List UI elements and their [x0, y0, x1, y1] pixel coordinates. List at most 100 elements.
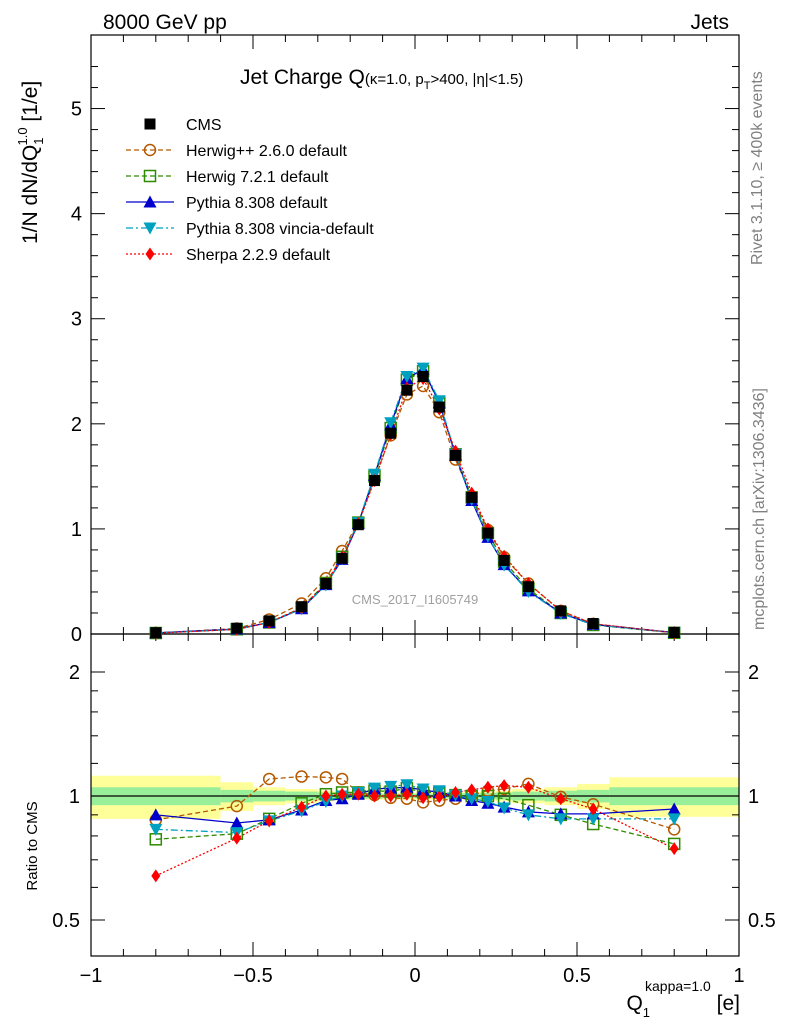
- point-ratio-sherpa-2-2-9-default: [264, 814, 274, 828]
- point-ratio-sherpa-2-2-9-default: [467, 783, 477, 797]
- legend-label-herwig-7-2-1-default: Herwig 7.2.1 default: [186, 169, 329, 186]
- legend-marker-cms: [144, 118, 156, 130]
- point-ratio-sherpa-2-2-9-default: [321, 789, 331, 803]
- y-tick-label-main: 3: [71, 309, 82, 331]
- legend-marker-herwig-2-6-0-default: [143, 143, 157, 157]
- point-ratio-sherpa-2-2-9-default: [451, 785, 460, 799]
- series-markers: [149, 362, 681, 883]
- point-ratio-pythia-8-308-vincia-default: [586, 813, 600, 826]
- x-axis-label: Q1 kappa=1.0 [e]: [626, 978, 740, 1020]
- y-tick-label-ratio-right: 1: [748, 786, 759, 808]
- point-ratio-sherpa-2-2-9-default: [402, 787, 412, 801]
- x-axis-label-unit: [e]: [711, 992, 740, 1015]
- y-axis-label-main-sup: 1.0: [15, 127, 30, 145]
- point-ratio-sherpa-2-2-9-default: [556, 792, 566, 806]
- point-ratio-pythia-8-308-vincia-default: [384, 780, 398, 793]
- analysis-watermark: CMS_2017_I1605749: [352, 592, 479, 607]
- y-tick-label-main: 4: [71, 204, 82, 226]
- x-axis-label-sub: 1: [643, 1005, 650, 1020]
- point-ratio-herwig-2-6-0-default: [335, 772, 349, 786]
- point-ratio-sherpa-2-2-9-default: [499, 779, 509, 793]
- point-main-pythia-8-308-vincia-default: [416, 362, 430, 375]
- header-right: Jets: [690, 11, 729, 34]
- point-ratio-pythia-8-308-vincia-default: [465, 793, 479, 806]
- y-axis-label-main-unit: [1/e]: [19, 81, 42, 128]
- point-ratio-pythia-8-308-vincia-default: [481, 795, 495, 808]
- y-tick-label-main: 2: [71, 414, 82, 436]
- point-ratio-herwig-2-6-0-default: [230, 799, 244, 813]
- x-axis-label-main: Q: [626, 992, 642, 1015]
- y-tick-label-ratio: 1: [69, 786, 80, 808]
- point-main-cms: [263, 615, 275, 627]
- legend-label-cms: CMS: [186, 117, 222, 134]
- series-line-ratio-herwig-2-6-0-default: [155, 775, 675, 830]
- point-main-cms: [555, 605, 567, 617]
- point-ratio-herwig-2-6-0-default: [262, 772, 276, 786]
- point-ratio-pythia-8-308-vincia-default: [554, 813, 568, 826]
- legend: CMS Herwig++ 2.6.0 default Herwig 7.2.1 de…: [126, 117, 374, 264]
- point-ratio-pythia-8-308-vincia-default: [416, 783, 430, 796]
- rivet-label: Rivet 3.1.10, ≥ 400k events: [749, 71, 766, 265]
- x-tick-label: 0: [409, 965, 420, 987]
- point-ratio-pythia-8-308-default: [667, 802, 681, 815]
- point-main-pythia-8-308-vincia-default: [384, 417, 398, 430]
- header-left: 8000 GeV pp: [103, 11, 227, 34]
- point-ratio-sherpa-2-2-9-default: [370, 789, 379, 803]
- point-ratio-sherpa-2-2-9-default: [151, 869, 161, 883]
- point-ratio-sherpa-2-2-9-default: [353, 787, 363, 801]
- point-ratio-pythia-8-308-vincia-default: [400, 779, 414, 792]
- point-main-cms: [369, 475, 380, 487]
- point-main-pythia-8-308-vincia-default: [432, 395, 446, 408]
- point-ratio-sherpa-2-2-9-default: [588, 802, 598, 816]
- x-tick-label: −0.5: [233, 965, 272, 987]
- point-ratio-pythia-8-308-default: [149, 808, 163, 821]
- point-ratio-sherpa-2-2-9-default: [434, 790, 444, 804]
- point-main-cms: [417, 371, 429, 383]
- point-ratio-pythia-8-308-vincia-default: [149, 823, 163, 836]
- point-main-cms: [296, 601, 308, 613]
- point-main-cms: [668, 626, 680, 638]
- chart-title-main: Jet Charge Q: [240, 66, 365, 89]
- y-tick-label-ratio-right: 2: [748, 662, 759, 684]
- point-main-cms: [450, 449, 461, 461]
- y-tick-label-main: 5: [71, 99, 82, 121]
- point-main-cms: [587, 617, 599, 629]
- point-main-cms: [385, 427, 397, 439]
- legend-marker-herwig-7-2-1-default: [143, 169, 157, 183]
- mcplots-label: mcplots.cern.ch [arXiv:1306.3436]: [751, 388, 768, 630]
- chart-title-sub-pre: (κ=1.0, p: [365, 71, 424, 88]
- point-main-cms: [482, 527, 494, 539]
- point-ratio-sherpa-2-2-9-default: [232, 831, 242, 845]
- point-ratio-sherpa-2-2-9-default: [483, 780, 493, 794]
- point-main-cms: [336, 552, 348, 564]
- series-line-ratio-herwig-7-2-1-default: [155, 787, 675, 845]
- point-ratio-pythia-8-308-default: [230, 816, 244, 829]
- x-tick-label: −1: [80, 965, 103, 987]
- point-main-pythia-8-308-vincia-default: [400, 371, 414, 384]
- point-ratio-sherpa-2-2-9-default: [386, 789, 396, 803]
- y-axis-label-main: 1/N dN/dQ11.0 [1/e]: [15, 81, 46, 244]
- y-axis-label-main-sub: 1: [31, 138, 46, 145]
- point-main-cms: [352, 519, 364, 531]
- point-ratio-pythia-8-308-vincia-default: [521, 809, 535, 822]
- point-ratio-herwig-2-6-0-default: [319, 771, 333, 784]
- legend-marker-pythia-8-308-default: [143, 195, 157, 208]
- x-axis-label-sup: kappa=1.0: [645, 978, 711, 994]
- y-tick-label-main: 0: [71, 624, 82, 646]
- y-tick-label-ratio: 2: [69, 662, 80, 684]
- point-ratio-pythia-8-308-vincia-default: [497, 802, 511, 815]
- y-tick-label-ratio: 0.5: [52, 910, 80, 932]
- point-ratio-sherpa-2-2-9-default: [523, 780, 533, 794]
- legend-marker-pythia-8-308-vincia-default: [143, 222, 157, 235]
- legend-marker-sherpa-2-2-9-default: [145, 247, 155, 261]
- point-main-cms: [231, 622, 243, 634]
- legend-label-sherpa-2-2-9-default: Sherpa 2.2.9 default: [186, 247, 331, 264]
- point-ratio-pythia-8-308-vincia-default: [368, 782, 381, 795]
- x-tick-label: 0.5: [563, 965, 591, 987]
- point-ratio-pythia-8-308-vincia-default: [667, 813, 681, 826]
- chart-title: Jet Charge Q(κ=1.0, pT>400, |η|<1.5): [240, 66, 523, 92]
- x-tick-label: 1: [733, 965, 744, 987]
- y-tick-label-ratio-right: 0.5: [748, 910, 776, 932]
- point-ratio-sherpa-2-2-9-default: [669, 842, 679, 856]
